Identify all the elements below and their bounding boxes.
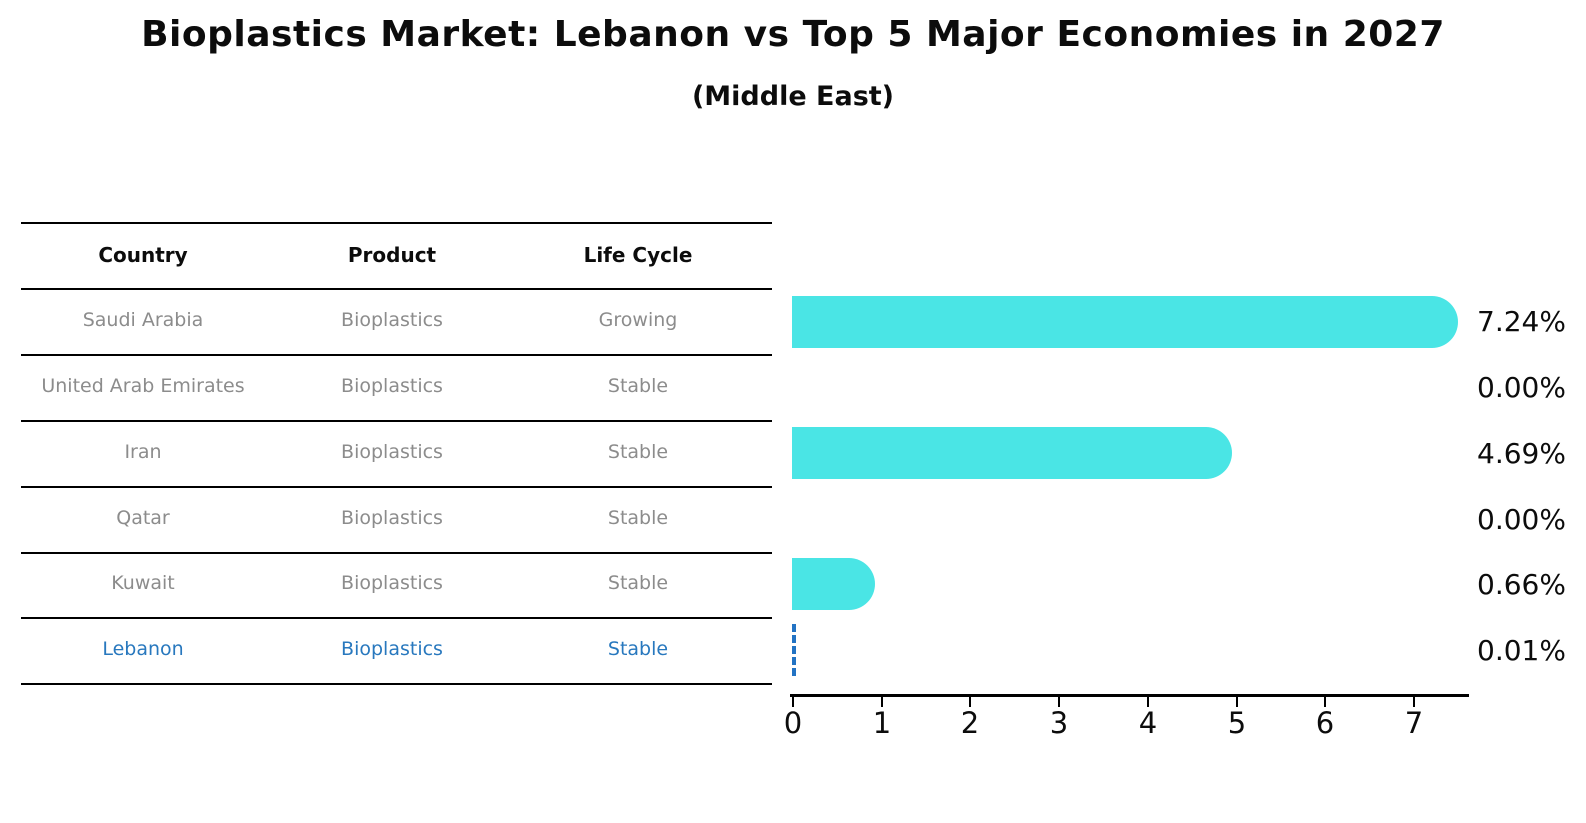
x-tick-mark — [1324, 697, 1326, 707]
value-label: 7.24% — [1477, 305, 1566, 338]
table-divider — [21, 420, 772, 422]
x-tick-label: 3 — [1049, 706, 1069, 740]
cell-country: United Arab Emirates — [41, 375, 245, 397]
table-divider — [21, 354, 772, 356]
cell-life-cycle: Stable — [607, 638, 669, 660]
table-divider — [21, 552, 772, 554]
bar-iran — [792, 427, 1233, 479]
x-tick-mark — [881, 697, 883, 707]
value-label: 0.01% — [1477, 634, 1566, 667]
cell-life-cycle: Stable — [607, 572, 669, 594]
cell-country: Lebanon — [102, 638, 184, 660]
x-tick-mark — [792, 697, 794, 707]
chart-subtitle: (Middle East) — [691, 81, 895, 112]
x-tick-label: 7 — [1404, 706, 1424, 740]
cell-country: Qatar — [116, 507, 170, 529]
x-tick-mark — [969, 697, 971, 707]
x-tick-label: 4 — [1138, 706, 1158, 740]
value-label: 0.66% — [1477, 568, 1566, 601]
table-divider — [21, 222, 772, 224]
bar-saudi-arabia — [792, 296, 1459, 348]
x-axis-line — [790, 694, 1469, 697]
table-divider — [21, 486, 772, 488]
cell-country: Iran — [124, 441, 162, 463]
x-tick-label: 6 — [1315, 706, 1335, 740]
value-label: 0.00% — [1477, 503, 1566, 536]
table-header-country: Country — [98, 243, 188, 267]
table-header-product: Product — [347, 243, 437, 267]
cell-product: Bioplastics — [341, 638, 443, 660]
value-label: 4.69% — [1477, 437, 1566, 470]
cell-life-cycle: Stable — [607, 507, 669, 529]
bar-lebanon-dashed — [792, 624, 797, 676]
cell-life-cycle: Growing — [598, 309, 678, 331]
x-tick-mark — [1058, 697, 1060, 707]
x-tick-label: 1 — [872, 706, 892, 740]
x-tick-label: 2 — [960, 706, 980, 740]
cell-product: Bioplastics — [341, 441, 443, 463]
cell-country: Saudi Arabia — [82, 309, 204, 331]
x-tick-mark — [1147, 697, 1149, 707]
chart-title: Bioplastics Market: Lebanon vs Top 5 Maj… — [141, 14, 1445, 55]
cell-life-cycle: Stable — [607, 441, 669, 463]
value-label: 0.00% — [1477, 371, 1566, 404]
cell-product: Bioplastics — [341, 572, 443, 594]
table-divider — [21, 683, 772, 685]
x-tick-mark — [1413, 697, 1415, 707]
cell-life-cycle: Stable — [607, 375, 669, 397]
table-divider — [21, 288, 772, 290]
cell-product: Bioplastics — [341, 375, 443, 397]
table-header-life-cycle: Life Cycle — [583, 243, 693, 267]
cell-product: Bioplastics — [341, 507, 443, 529]
x-tick-mark — [1236, 697, 1238, 707]
cell-product: Bioplastics — [341, 309, 443, 331]
table-divider — [21, 617, 772, 619]
x-tick-label: 0 — [783, 706, 803, 740]
x-tick-label: 5 — [1227, 706, 1247, 740]
cell-country: Kuwait — [111, 572, 175, 594]
bar-kuwait — [792, 558, 875, 610]
